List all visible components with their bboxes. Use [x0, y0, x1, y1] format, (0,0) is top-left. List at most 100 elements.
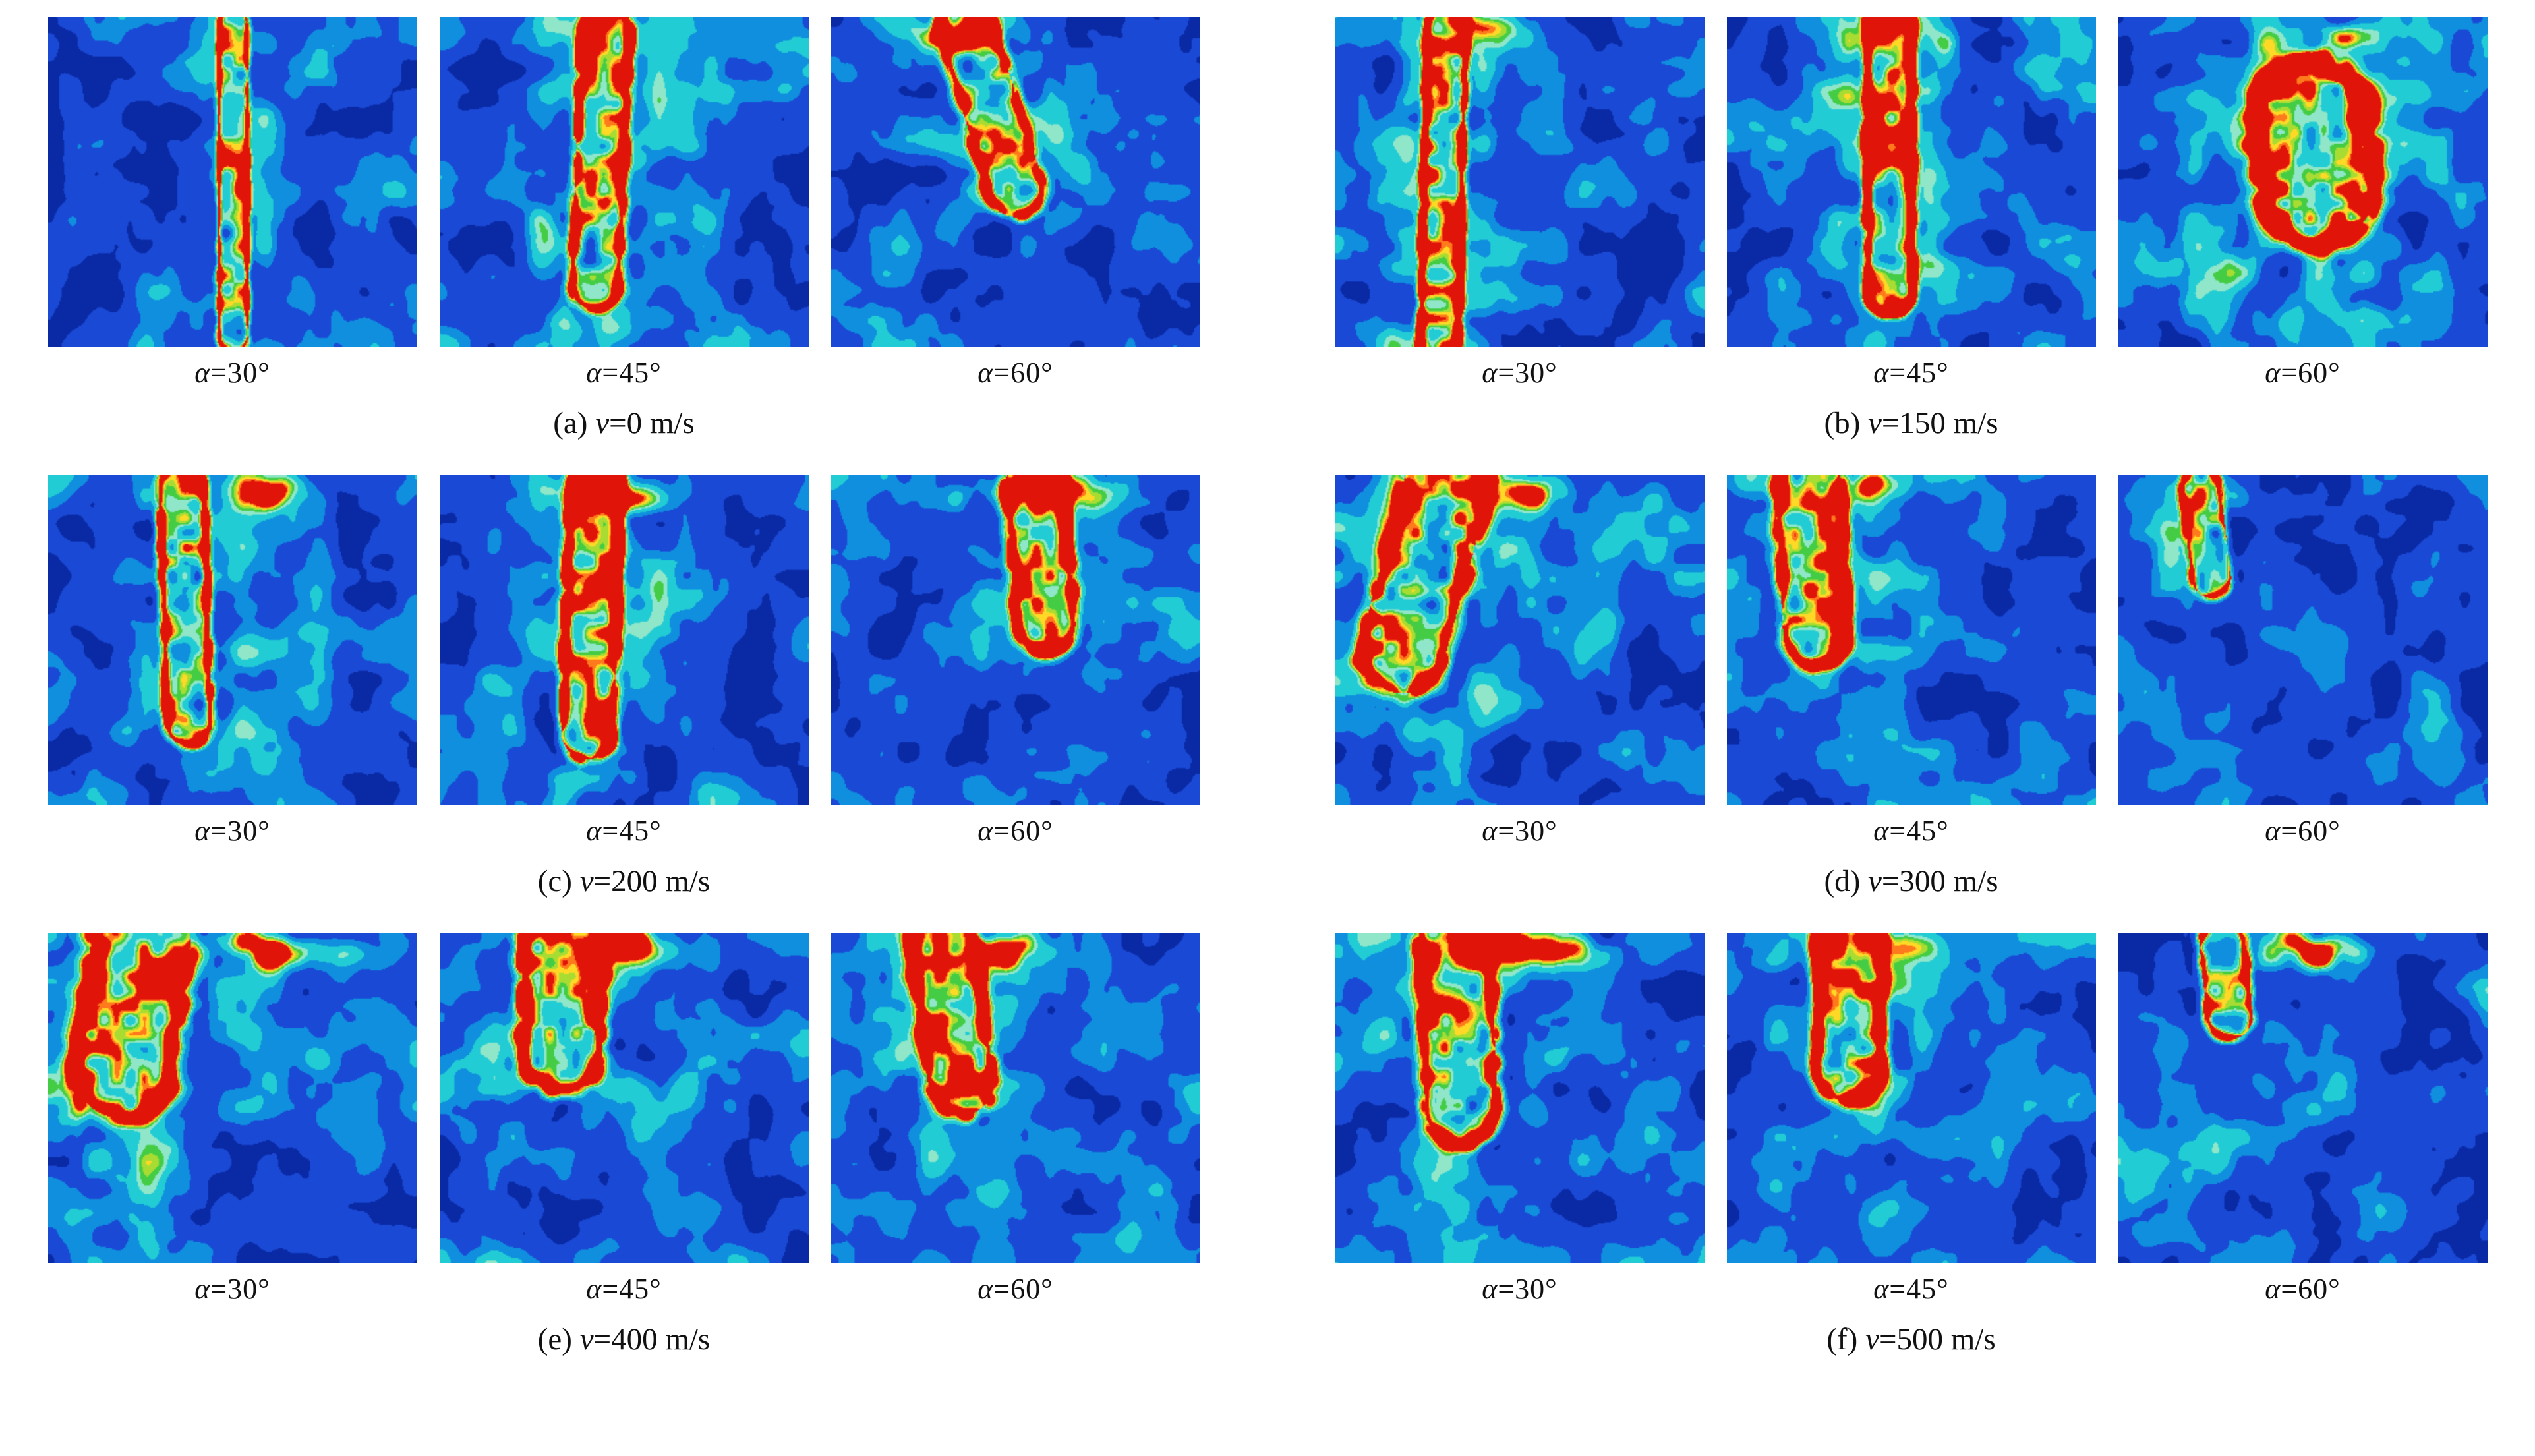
- caption-variable: v: [595, 406, 610, 440]
- sim-cell: α=45°: [439, 933, 809, 1306]
- panel-b: α=30° α=45° α=60° (b) v=150 m/s: [1314, 17, 2509, 441]
- sim-cell: α=30°: [1335, 17, 1705, 390]
- angle-symbol: α: [586, 1273, 602, 1305]
- angle-symbol: α: [977, 815, 994, 847]
- sim-cell: α=60°: [830, 933, 1200, 1306]
- panel-f-images: α=30° α=45° α=60°: [1335, 933, 2488, 1306]
- angle-value: =60°: [2281, 815, 2341, 847]
- angle-label: α=30°: [1482, 814, 1558, 848]
- caption-variable: v: [1868, 406, 1882, 440]
- panel-e-caption: (e) v=400 m/s: [538, 1322, 710, 1357]
- contour-plot: [1726, 475, 2096, 805]
- sim-cell: α=45°: [1726, 933, 2096, 1306]
- contour-plot: [830, 475, 1200, 805]
- angle-value: =30°: [1498, 357, 1558, 389]
- contour-plot: [1726, 17, 2096, 347]
- sim-cell: α=60°: [2118, 17, 2488, 390]
- angle-symbol: α: [977, 1273, 994, 1305]
- angle-symbol: α: [1873, 1273, 1890, 1305]
- contour-plot: [2118, 17, 2488, 347]
- angle-value: =60°: [993, 815, 1053, 847]
- angle-symbol: α: [194, 815, 211, 847]
- angle-value: =60°: [993, 357, 1053, 389]
- contour-plot: [1335, 17, 1705, 347]
- angle-value: =30°: [1498, 1273, 1558, 1305]
- caption-variable: v: [579, 864, 594, 898]
- contour-plot: [830, 17, 1200, 347]
- contour-plot: [1335, 933, 1705, 1263]
- angle-symbol: α: [194, 1273, 211, 1305]
- caption-value: =300 m/s: [1881, 864, 1998, 898]
- angle-symbol: α: [194, 357, 211, 389]
- sim-cell: α=45°: [439, 17, 809, 390]
- angle-symbol: α: [2265, 815, 2281, 847]
- angle-value: =30°: [1498, 815, 1558, 847]
- sim-cell: α=60°: [830, 475, 1200, 848]
- contour-plot: [47, 933, 417, 1263]
- panel-a: α=30° α=45° α=60° (a) v=0 m/s: [26, 17, 1221, 441]
- sim-cell: α=30°: [1335, 933, 1705, 1306]
- caption-value: =0 m/s: [609, 406, 695, 440]
- contour-plot: [439, 475, 809, 805]
- angle-label: α=45°: [586, 356, 662, 390]
- sim-cell: α=45°: [439, 475, 809, 848]
- angle-label: α=60°: [977, 356, 1053, 390]
- sim-cell: α=60°: [830, 17, 1200, 390]
- angle-symbol: α: [1873, 815, 1890, 847]
- angle-value: =45°: [602, 357, 662, 389]
- panel-c-images: α=30° α=45° α=60°: [47, 475, 1200, 848]
- caption-variable: v: [579, 1322, 594, 1356]
- sim-cell: α=30°: [47, 17, 417, 390]
- caption-index: (d): [1824, 864, 1868, 898]
- angle-value: =45°: [1889, 815, 1949, 847]
- angle-value: =45°: [602, 815, 662, 847]
- caption-index: (f): [1826, 1322, 1866, 1356]
- angle-symbol: α: [977, 357, 994, 389]
- sim-cell: α=60°: [2118, 933, 2488, 1306]
- panel-c-caption: (c) v=200 m/s: [538, 863, 710, 899]
- contour-plot: [1726, 933, 2096, 1263]
- caption-variable: v: [1868, 864, 1882, 898]
- contour-plot: [47, 17, 417, 347]
- caption-index: (c): [537, 864, 580, 898]
- angle-label: α=60°: [977, 814, 1053, 848]
- panel-f-caption: (f) v=500 m/s: [1826, 1322, 1995, 1357]
- angle-label: α=45°: [586, 1272, 662, 1306]
- angle-label: α=45°: [1873, 1272, 1949, 1306]
- panel-f: α=30° α=45° α=60° (f) v=500 m/s: [1314, 933, 2509, 1357]
- panel-d-caption: (d) v=300 m/s: [1824, 863, 1998, 899]
- caption-value: =150 m/s: [1881, 406, 1998, 440]
- caption-value: =500 m/s: [1879, 1322, 1996, 1356]
- angle-label: α=30°: [194, 356, 270, 390]
- angle-label: α=45°: [586, 814, 662, 848]
- panel-b-caption: (b) v=150 m/s: [1824, 405, 1998, 441]
- contour-plot: [439, 17, 809, 347]
- angle-value: =45°: [1889, 357, 1949, 389]
- angle-label: α=30°: [1482, 1272, 1558, 1306]
- sim-cell: α=60°: [2118, 475, 2488, 848]
- angle-symbol: α: [2265, 1273, 2281, 1305]
- angle-label: α=60°: [2265, 814, 2341, 848]
- panel-b-images: α=30° α=45° α=60°: [1335, 17, 2488, 390]
- contour-plot: [830, 933, 1200, 1263]
- panel-c: α=30° α=45° α=60° (c) v=200 m/s: [26, 475, 1221, 899]
- angle-label: α=30°: [194, 1272, 270, 1306]
- panel-a-caption: (a) v=0 m/s: [553, 405, 694, 441]
- panel-e: α=30° α=45° α=60° (e) v=400 m/s: [26, 933, 1221, 1357]
- contour-plot: [2118, 475, 2488, 805]
- sim-cell: α=45°: [1726, 17, 2096, 390]
- angle-value: =30°: [210, 815, 270, 847]
- panel-e-images: α=30° α=45° α=60°: [47, 933, 1200, 1306]
- panel-d: α=30° α=45° α=60° (d) v=300 m/s: [1314, 475, 2509, 899]
- angle-value: =30°: [210, 357, 270, 389]
- sim-cell: α=30°: [1335, 475, 1705, 848]
- angle-value: =60°: [993, 1273, 1053, 1305]
- angle-symbol: α: [1482, 357, 1498, 389]
- sim-cell: α=30°: [47, 475, 417, 848]
- angle-symbol: α: [1482, 815, 1498, 847]
- angle-value: =60°: [2281, 1273, 2341, 1305]
- caption-variable: v: [1865, 1322, 1879, 1356]
- caption-index: (e): [537, 1322, 580, 1356]
- contour-plot: [2118, 933, 2488, 1263]
- angle-value: =30°: [210, 1273, 270, 1305]
